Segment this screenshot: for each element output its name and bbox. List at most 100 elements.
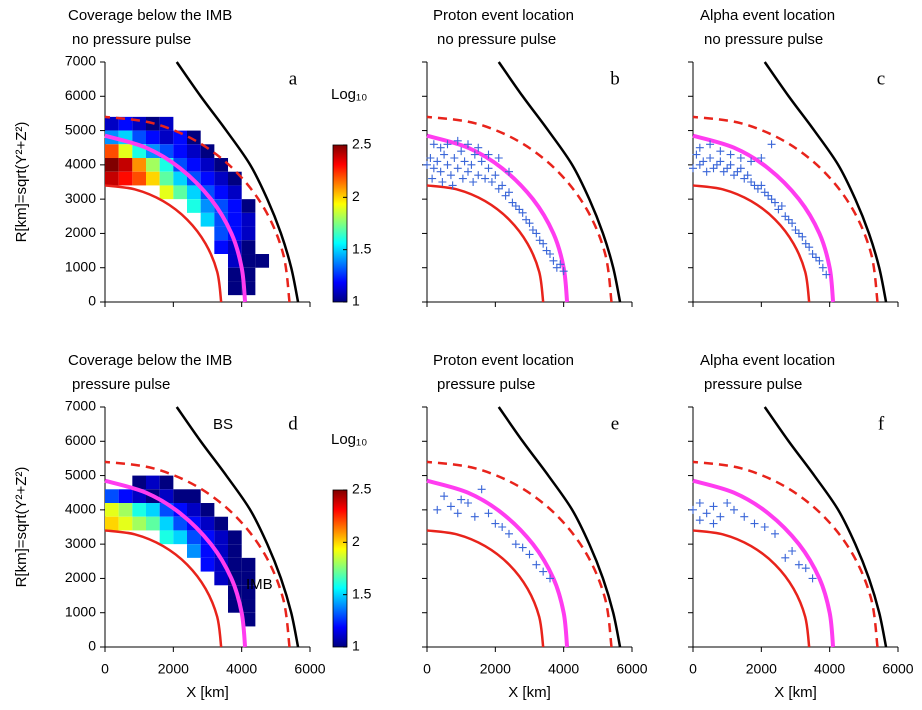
y-tick-label: 3000 [65,535,96,551]
heatmap-cell [118,171,133,186]
heatmap-cell [187,530,201,545]
event-marker [453,164,462,173]
event-marker [525,219,534,228]
event-marker [522,215,531,224]
heatmap-cell [241,226,256,241]
event-marker [460,157,469,166]
event-marker [815,256,824,265]
annotation: IMB [246,576,273,593]
panel-letter: b [610,68,620,89]
heatmap-cell [200,557,215,572]
event-marker [788,547,797,555]
heatmap-cell [105,116,119,131]
event-marker [726,160,735,169]
event-marker [730,505,738,514]
panel-title: Alpha event location [700,352,835,369]
heatmap-cell [159,530,174,545]
event-marker [723,164,732,173]
y-axis-label: R[km]=sqrt(Y²+Z²) [13,122,30,243]
boundary-curve [426,529,545,648]
colorbar-label: Log₁₀ [331,86,367,103]
event-marker [695,143,704,152]
heatmap-cell [132,158,147,172]
event-marker [750,181,759,190]
event-marker [448,181,457,190]
x-tick-label: 6000 [882,661,913,677]
heatmap-cell [173,503,188,517]
event-marker [469,178,478,186]
x-axis-label: X [km] [508,684,551,701]
event-marker [805,243,814,252]
heatmap-cell [214,516,229,531]
y-tick-label: 6000 [65,87,96,103]
event-marker [726,150,735,159]
heatmap-cell [200,144,215,158]
heatmap-cell [200,544,215,558]
event-marker [501,191,510,200]
heatmap-cell [118,503,133,517]
heatmap-cell [105,158,119,172]
x-tick-label: 4000 [814,661,845,677]
event-marker [518,208,527,217]
panel-letter: c [877,68,885,89]
event-marker [716,157,725,166]
event-marker [491,171,500,180]
boundary-curve [104,133,248,303]
event-marker [426,154,435,162]
event-marker [508,198,517,207]
heatmap-cell [173,530,188,545]
event-marker [757,181,766,190]
x-tick-label: 2000 [746,661,777,677]
event-marker [822,270,831,279]
event-marker [464,140,472,149]
event-marker [556,260,565,269]
event-marker [487,178,496,186]
boundary-curve [426,478,570,648]
event-marker [436,143,445,152]
colorbar-tick-label: 1.5 [352,585,372,601]
event-marker [818,263,827,272]
event-marker [791,226,800,234]
colorbar-tick-label: 1 [352,293,360,309]
event-marker [539,239,548,248]
event-marker [709,519,718,528]
event-marker [446,502,455,511]
event-marker [511,202,520,210]
y-tick-label: 6000 [65,432,96,448]
heatmap-cell [118,516,133,531]
heatmap-cell [118,158,133,172]
heatmap-cell [173,171,188,186]
event-marker [433,505,442,514]
event-marker [484,509,493,518]
x-axis-label: X [km] [774,684,817,701]
heatmap-cell [159,516,174,531]
heatmap-cell [228,212,242,227]
heatmap-cell [214,530,229,545]
event-marker [505,529,513,538]
heatmap-cell [146,130,160,145]
heatmap-cell [228,544,242,558]
panel-subtitle: pressure pulse [704,376,802,393]
panel-letter: f [878,413,885,434]
heatmap-cell [146,475,160,490]
event-marker [743,171,752,180]
heatmap-cell [105,489,119,503]
annotation: BS [213,416,233,433]
event-marker [470,512,479,521]
y-axis-label: R[km]=sqrt(Y²+Z²) [13,467,30,588]
event-marker [784,215,793,224]
event-marker [709,502,718,511]
event-marker [781,212,790,221]
heatmap-cell [173,158,188,172]
y-tick-label: 2000 [65,569,96,585]
panel-subtitle: pressure pulse [72,376,170,393]
event-marker [771,198,779,207]
boundary-curve [426,460,613,648]
event-marker [481,174,490,183]
event-marker [706,140,715,149]
event-marker [695,499,704,507]
boundary-curve [104,478,248,648]
boundary-curve [175,61,300,303]
heatmap-cell [187,503,201,517]
